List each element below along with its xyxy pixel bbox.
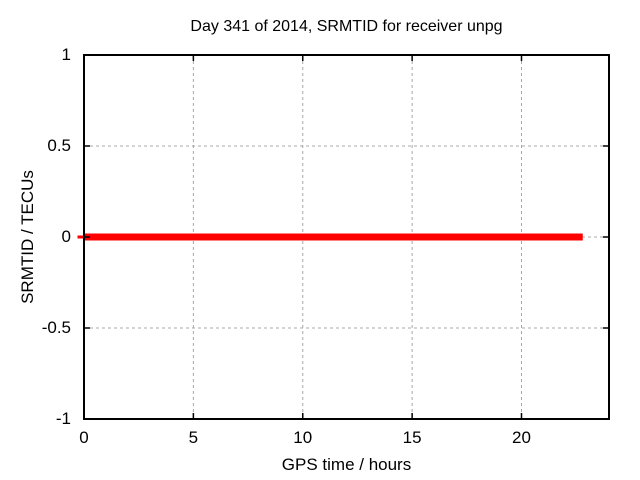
x-tick-label: 10 [293,428,312,447]
x-tick-labels: 0 5 10 15 20 [79,428,531,447]
y-tick-label: 0 [62,227,71,246]
x-tick-label: 15 [403,428,422,447]
y-tick-label: 0.5 [47,136,71,155]
plot-border [83,54,610,420]
y-tick-label: 1 [62,45,71,64]
chart-title: Day 341 of 2014, SRMTID for receiver unp… [190,18,502,35]
y-tick-labels: 1 0.5 0 -0.5 -1 [42,45,71,428]
x-tick-label: 20 [512,428,531,447]
y-tick-label: -1 [56,409,71,428]
y-axis-label: SRMTID / TECUs [18,170,37,304]
data-series [77,233,583,241]
x-tick-label: 5 [189,428,198,447]
x-tick-label: 0 [79,428,88,447]
y-tick-label: -0.5 [42,318,71,337]
x-axis-label: GPS time / hours [282,455,411,474]
series-left-endcap [77,235,84,239]
